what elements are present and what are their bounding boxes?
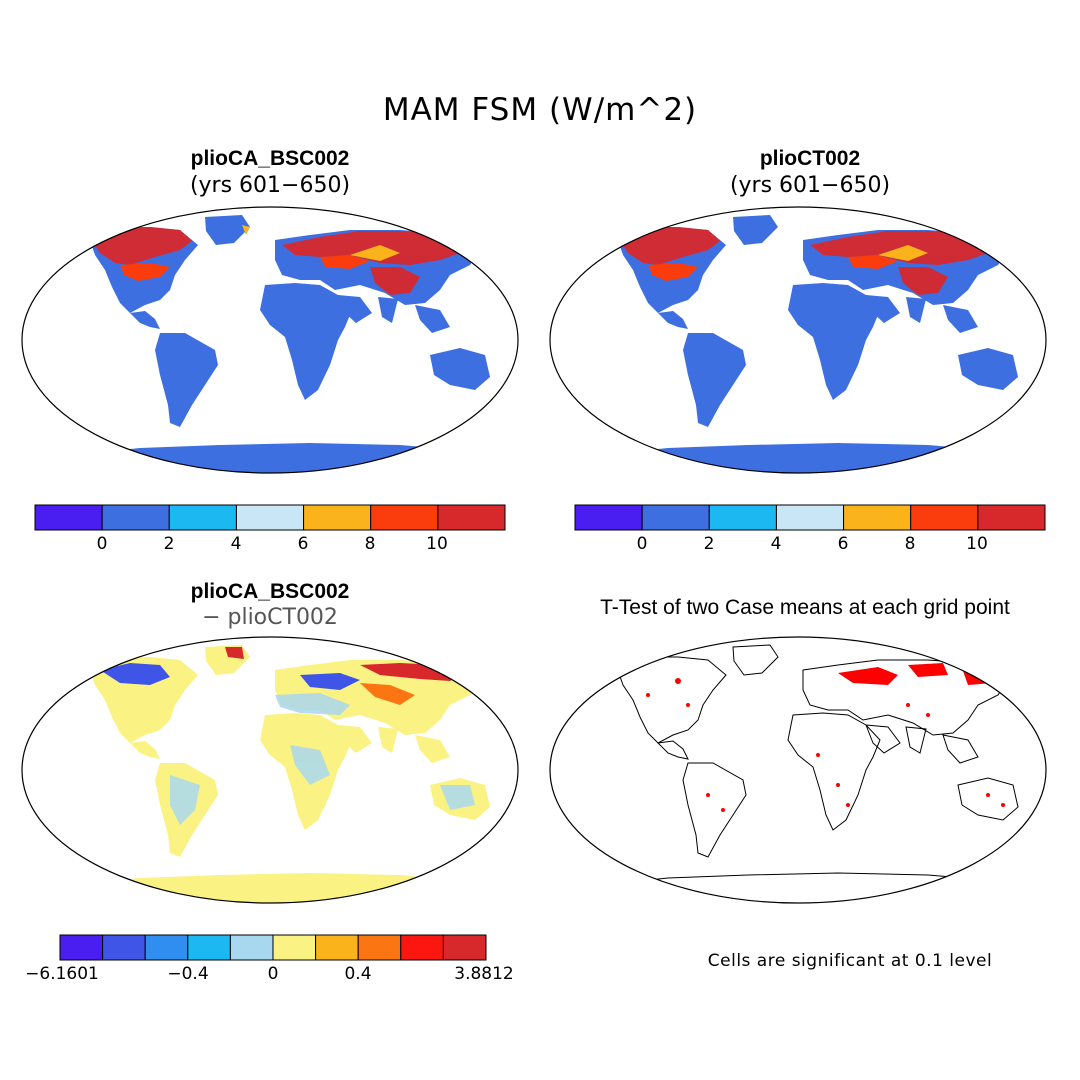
colorbar-swatch bbox=[442, 934, 487, 961]
panel-title-bottom-left: plioCA_BSC002 bbox=[190, 580, 350, 603]
cb1-tick-1: 2 bbox=[163, 534, 175, 554]
significance-note: Cells are significant at 0.1 level bbox=[707, 951, 993, 971]
colorbar-swatch bbox=[574, 504, 643, 531]
colorbar-bottom-left bbox=[59, 934, 487, 961]
colorbar-swatch bbox=[641, 504, 710, 531]
panel-title-top-right: plioCT002 bbox=[759, 147, 861, 170]
cb3-tick-3: 0.4 bbox=[344, 964, 372, 984]
colorbar-swatch bbox=[400, 934, 444, 961]
cb2-tick-1: 2 bbox=[703, 534, 715, 554]
cb3-tick-1: −0.4 bbox=[167, 964, 209, 984]
cb1-tick-2: 4 bbox=[230, 534, 242, 554]
cb3-tick-2: 0 bbox=[267, 964, 279, 984]
colorbar-top-left bbox=[34, 504, 506, 531]
colorbar-swatch bbox=[229, 934, 274, 961]
colorbar-swatch bbox=[34, 504, 103, 531]
colorbar-swatch bbox=[235, 504, 305, 531]
map-bottom-right bbox=[549, 636, 1047, 904]
colorbar-swatch bbox=[101, 504, 170, 531]
cb2-tick-0: 0 bbox=[636, 534, 648, 554]
panel-subtitle-top-left: (yrs 601−650) bbox=[189, 173, 351, 198]
panel-subtitle-bottom-left: − plioCT002 bbox=[202, 605, 338, 630]
colorbar-swatch bbox=[315, 934, 359, 961]
cb1-tick-0: 0 bbox=[96, 534, 108, 554]
colorbar-swatch bbox=[102, 934, 146, 961]
cb2-tick-4: 8 bbox=[904, 534, 916, 554]
panel-title-top-left: plioCA_BSC002 bbox=[190, 147, 350, 170]
colorbar-swatch bbox=[775, 504, 845, 531]
map-top-left bbox=[21, 206, 519, 474]
cb3-tick-0: −6.1601 bbox=[25, 964, 99, 984]
colorbar-swatch bbox=[843, 504, 912, 531]
panel-title-bottom-right: T-Test of two Case means at each grid po… bbox=[600, 596, 1010, 619]
colorbar-swatch bbox=[303, 504, 372, 531]
colorbar-swatch bbox=[168, 504, 237, 531]
cb1-tick-4: 8 bbox=[364, 534, 376, 554]
cb1-tick-5: 10 bbox=[426, 534, 448, 554]
colorbar-swatch bbox=[272, 934, 317, 961]
cb2-tick-5: 10 bbox=[966, 534, 988, 554]
colorbar-swatch bbox=[187, 934, 231, 961]
colorbar-swatch bbox=[59, 934, 104, 961]
figure-title: MAM FSM (W/m^2) bbox=[382, 92, 698, 128]
colorbar-swatch bbox=[144, 934, 189, 961]
colorbar-swatch bbox=[708, 504, 777, 531]
colorbar-swatch bbox=[357, 934, 402, 961]
cb2-tick-2: 4 bbox=[770, 534, 782, 554]
cb3-tick-4: 3.8812 bbox=[454, 964, 514, 984]
colorbar-swatch bbox=[370, 504, 439, 531]
cb2-tick-3: 6 bbox=[837, 534, 849, 554]
colorbar-swatch bbox=[977, 504, 1046, 531]
colorbar-top-right bbox=[574, 504, 1046, 531]
panel-subtitle-top-right: (yrs 601−650) bbox=[729, 173, 891, 198]
map-bottom-left bbox=[21, 636, 519, 904]
colorbar-swatch bbox=[910, 504, 979, 531]
map-top-right bbox=[549, 206, 1047, 474]
colorbar-swatch bbox=[437, 504, 506, 531]
cb1-tick-3: 6 bbox=[297, 534, 309, 554]
